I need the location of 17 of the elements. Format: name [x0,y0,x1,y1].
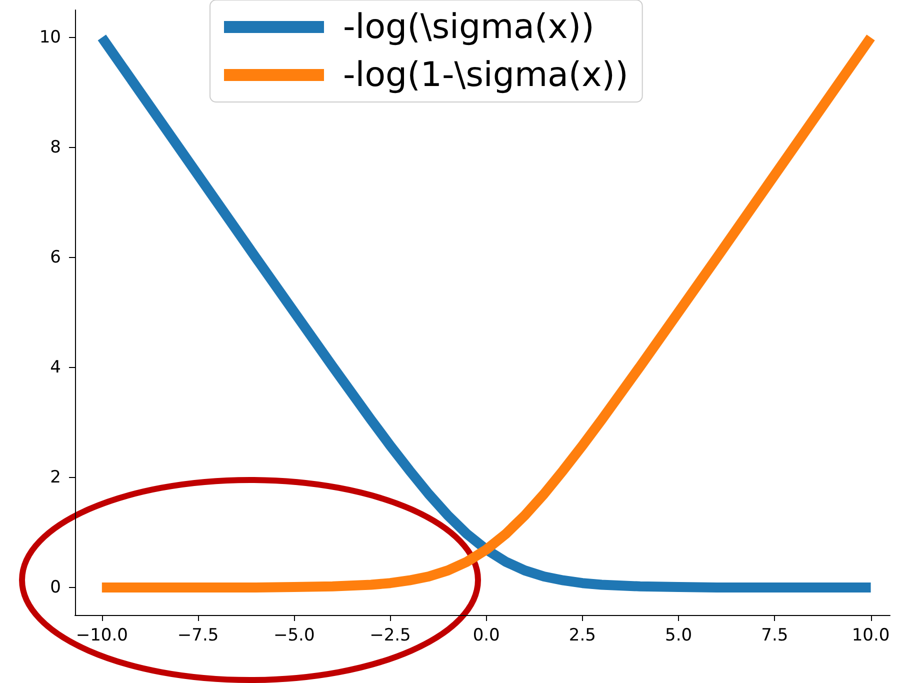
x-tick-label: 0.0 [472,626,500,646]
y-tick-label: 0 [50,578,61,598]
y-tick-label: 6 [50,248,61,268]
x-tick-label: 2.5 [568,626,596,646]
legend-label: -log(1-\sigma(x)) [343,55,628,95]
legend-label: -log(\sigma(x)) [343,7,594,47]
x-tick-label: −5.0 [273,626,315,646]
x-tick-label: 7.5 [761,626,788,646]
x-tick-label: −7.5 [177,626,219,646]
x-tick-label: 5.0 [665,626,692,646]
y-tick-label: 2 [50,468,61,488]
x-tick-label: −2.5 [370,626,411,646]
y-tick-label: 10 [39,28,61,48]
x-tick-label: −10.0 [76,626,128,646]
x-tick-label: 10.0 [852,626,890,646]
y-tick-label: 8 [50,138,61,158]
y-tick-label: 4 [50,358,61,378]
